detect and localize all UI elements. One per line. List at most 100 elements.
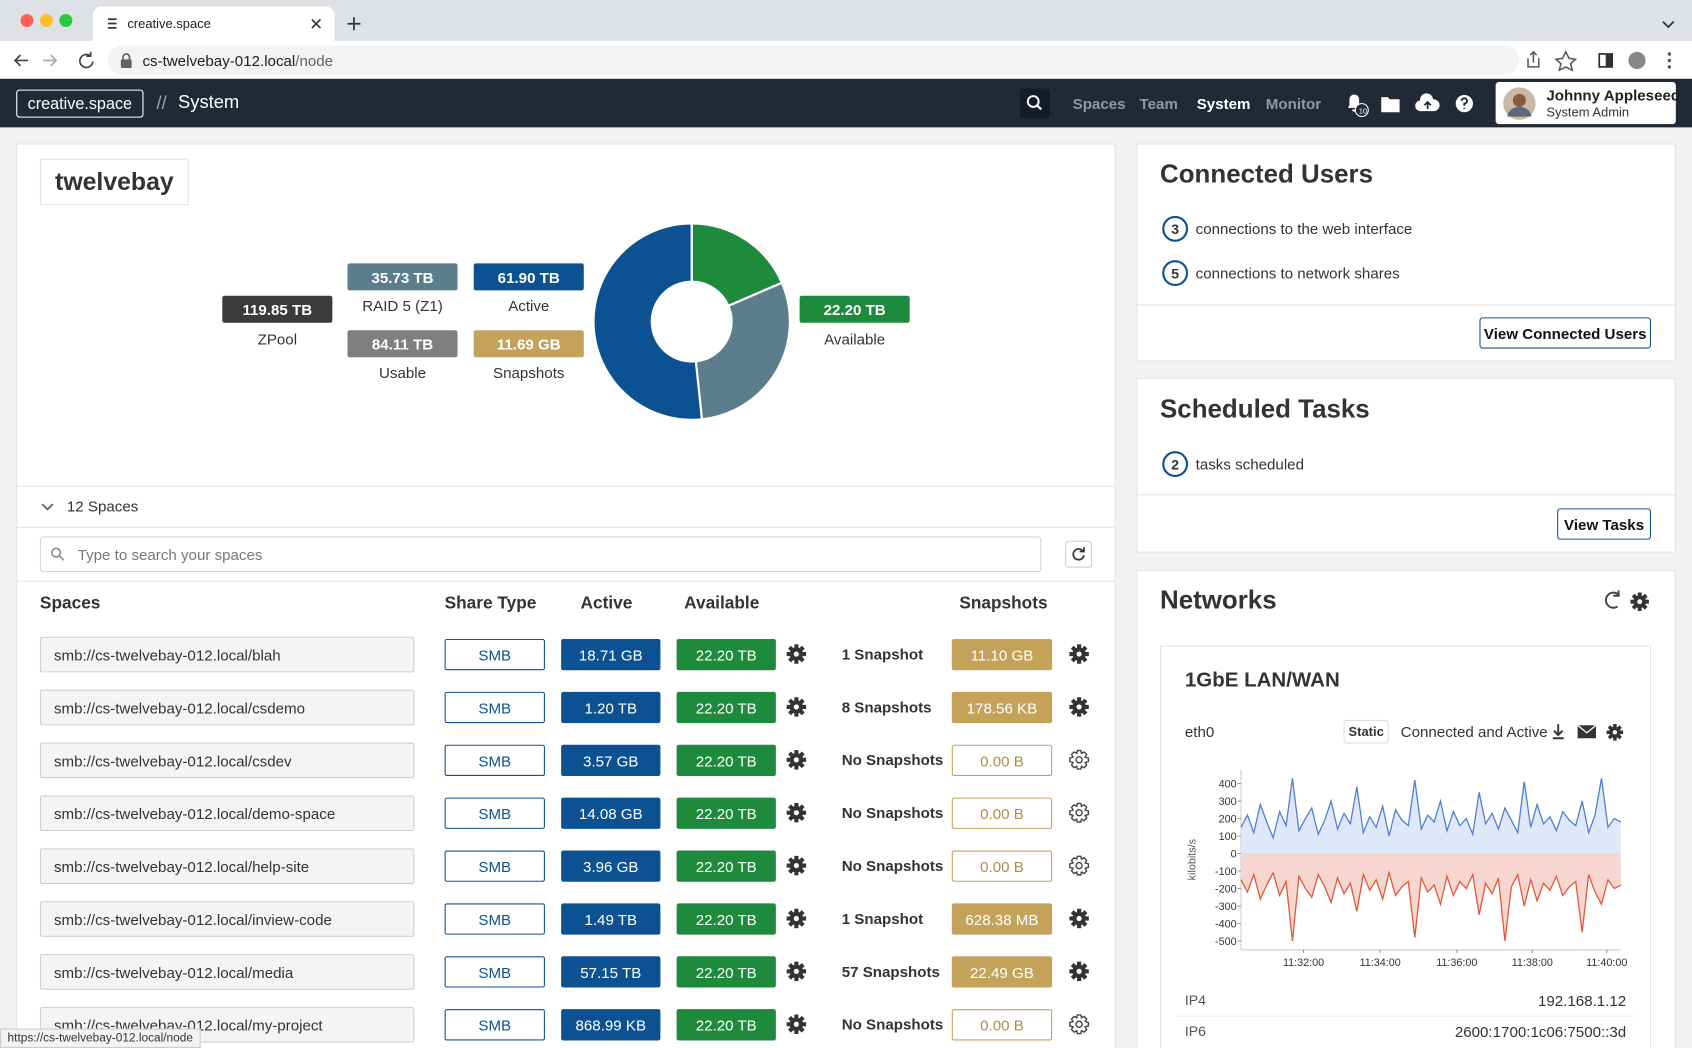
stat-label: Usable [378,363,427,381]
collapse-toggle[interactable] [39,499,56,516]
nav-link[interactable]: Spaces [1072,94,1126,113]
snapshot-count: 57 Snapshots [841,962,940,981]
snapshot-size: 178.56 KB [951,691,1053,724]
profile[interactable] [1628,51,1646,70]
y-tick-label: -300 [1215,901,1237,913]
window-controls [20,14,73,27]
space-path: smb://cs-twelvebay-012.local/media [39,954,415,990]
nav-link[interactable]: Monitor [1265,94,1322,113]
snapshot-settings[interactable] [1069,749,1090,770]
view-connected-users[interactable]: View Connected Users [1479,317,1652,349]
count-text: tasks scheduled [1195,455,1304,473]
divider [16,526,1116,528]
snapshot-size: 0.00 B [951,850,1053,882]
y-tick-label: 400 [1219,778,1237,790]
snapshot-count: 8 Snapshots [841,698,932,716]
user-name: Johnny Appleseed [1546,86,1681,104]
space-settings[interactable] [786,855,807,876]
space-settings[interactable] [786,697,807,717]
tab-title: creative.space [127,16,211,32]
snapshot-settings[interactable] [1069,1014,1090,1035]
active-size: 3.96 GB [561,850,661,882]
share-type: SMB [444,691,545,724]
browser-tab[interactable]: creative.space [92,6,335,42]
new-tab[interactable] [343,13,365,35]
snapshot-settings[interactable] [1069,961,1089,982]
address-value: 2600:1700:1c06:7500::3d [1454,1023,1627,1041]
address-label: IP6 [1184,1023,1206,1040]
stat-label: Active [508,296,550,315]
url-path: /node [295,51,334,69]
forward[interactable] [43,54,58,67]
column-header: Share Type [444,594,537,614]
snapshot-settings[interactable] [1069,855,1090,876]
x-tick-label: 11:38:00 [1512,957,1553,969]
space-settings[interactable] [786,908,807,929]
minimize-window[interactable] [39,14,53,27]
brand[interactable]: creative.space [16,89,144,118]
download[interactable] [1552,724,1564,740]
files[interactable] [1381,97,1400,113]
toolbar-icons [1527,50,1672,72]
refresh-spaces[interactable] [1065,540,1093,568]
reload[interactable] [79,51,94,69]
address-bar[interactable]: cs-twelvebay-012.local/node [107,45,1520,75]
active-size: 1.49 TB [561,903,661,935]
tab-menu[interactable] [1657,13,1679,35]
address-value: 192.168.1.12 [1537,991,1627,1010]
stat-value: 61.90 TB [473,263,584,291]
share[interactable] [1527,50,1540,68]
view-tasks[interactable]: View Tasks [1557,508,1652,540]
spaces-search[interactable]: Type to search your spaces [39,536,1042,573]
share-type: SMB [444,797,545,829]
search-button[interactable] [1019,88,1050,119]
snapshot-size: 22.49 GB [951,956,1053,988]
space-settings[interactable] [786,644,807,664]
interface-title: 1GbE LAN/WAN [1184,669,1340,692]
snapshot-settings[interactable] [1069,697,1089,717]
close-window[interactable] [20,14,34,27]
stat-value: 119.85 TB [222,295,333,323]
space-settings[interactable] [786,1014,807,1034]
stat-value: 35.73 TB [347,263,458,291]
nav-link[interactable]: System [1196,94,1251,113]
tab-icons [107,18,322,29]
maximize-window[interactable] [59,14,73,27]
snapshot-settings[interactable] [1069,802,1090,823]
space-settings[interactable] [786,802,807,823]
count-badge: 2 [1162,451,1189,478]
address-label: IP4 [1184,991,1206,1009]
card-title: Networks [1160,586,1277,616]
divider [1136,494,1676,496]
x-tick-label: 11:36:00 [1436,957,1477,969]
available-size: 22.20 TB [676,956,776,988]
available-size: 22.20 TB [676,1009,776,1041]
stat-value: 11.69 GB [473,330,584,358]
stat-label: RAID 5 (Z1) [362,296,443,315]
back[interactable] [13,54,29,67]
nav-link[interactable]: Team [1139,94,1178,113]
close-tab[interactable] [311,18,322,29]
y-tick-label: 300 [1219,796,1237,808]
share-type: SMB [444,1009,545,1041]
space-path: smb://cs-twelvebay-012.local/csdemo [39,689,415,726]
stat-label: Snapshots [493,363,565,381]
refresh-networks[interactable] [1604,590,1620,609]
bookmark[interactable] [1554,50,1578,72]
snapshot-size: 0.00 B [951,1009,1053,1041]
stat-value: 22.20 TB [799,295,910,323]
space-settings[interactable] [786,750,807,770]
space-settings[interactable] [786,961,807,982]
snapshot-settings[interactable] [1069,644,1089,664]
card-title: Scheduled Tasks [1160,395,1370,425]
share-type: SMB [444,903,545,935]
active-size: 3.57 GB [561,744,661,777]
column-header: Available [684,594,760,614]
interface-settings[interactable] [1606,724,1624,741]
breadcrumb-separator: // [156,92,167,114]
divider [16,580,1116,582]
network-settings[interactable] [1630,592,1649,611]
space-path: smb://cs-twelvebay-012.local/help-site [39,848,415,884]
snapshot-settings[interactable] [1069,908,1089,929]
snapshot-count: No Snapshots [841,804,944,822]
